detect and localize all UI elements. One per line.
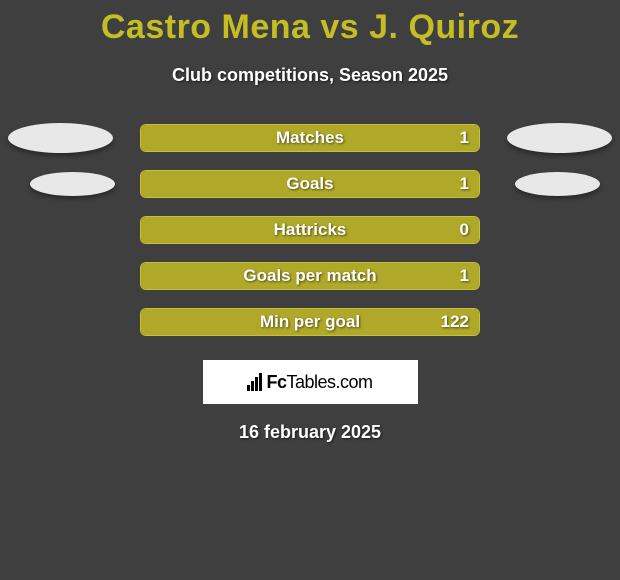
logo-text: FcTables.com [266,372,372,393]
stat-row: Matches 1 [0,124,620,152]
stat-bar: Goals 1 [140,170,480,198]
player-avatar-left [8,123,113,153]
logo-fctables[interactable]: FcTables.com [203,360,418,404]
stat-bar: Min per goal 122 [140,308,480,336]
stat-bar: Hattricks 0 [140,216,480,244]
player-avatar-right [507,123,612,153]
comparison-card: Castro Mena vs J. Quiroz Club competitio… [0,0,620,443]
stat-bar: Matches 1 [140,124,480,152]
stat-label: Min per goal [260,312,360,332]
bar-chart-icon [247,373,262,391]
date-label: 16 february 2025 [239,422,381,443]
subtitle: Club competitions, Season 2025 [172,65,448,86]
stat-label: Goals per match [243,266,376,286]
page-title: Castro Mena vs J. Quiroz [101,8,519,47]
stat-label: Goals [286,174,333,194]
stats-list: Matches 1 Goals 1 Hattricks 0 Goals per match 1… [0,124,620,336]
stat-label: Matches [276,128,344,148]
stat-value: 1 [460,266,469,286]
stat-label: Hattricks [274,220,347,240]
player-avatar-left [30,172,115,196]
stat-value: 122 [441,312,469,332]
stat-row: Hattricks 0 [0,216,620,244]
stat-row: Goals 1 [0,170,620,198]
stat-row: Min per goal 122 [0,308,620,336]
stat-value: 1 [460,128,469,148]
stat-bar: Goals per match 1 [140,262,480,290]
player-avatar-right [515,172,600,196]
stat-value: 1 [460,174,469,194]
stat-row: Goals per match 1 [0,262,620,290]
stat-value: 0 [460,220,469,240]
